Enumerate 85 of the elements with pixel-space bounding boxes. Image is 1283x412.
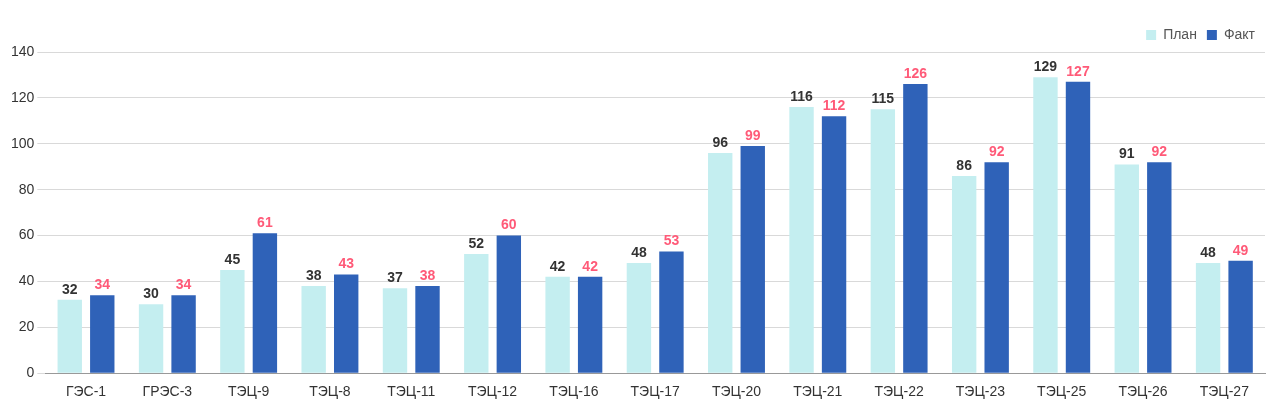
x-tick-label: ТЭЦ-22: [874, 383, 924, 400]
bar: [659, 251, 684, 373]
data-label: 112: [822, 97, 846, 114]
data-label: 32: [61, 280, 78, 297]
data-label: 115: [871, 90, 895, 107]
bar: [1147, 162, 1172, 373]
y-tick-label: 20: [18, 318, 35, 335]
data-label: 42: [582, 257, 599, 274]
y-tick-label: 0: [26, 364, 35, 381]
data-label: 49: [1232, 241, 1249, 258]
bar: [415, 286, 440, 373]
x-tick-label: ТЭЦ-12: [467, 383, 518, 400]
data-label: 38: [419, 266, 436, 283]
bar: [1114, 164, 1139, 373]
x-tick-label: ТЭЦ-11: [387, 383, 436, 400]
data-label: 126: [903, 64, 928, 81]
data-label: 61: [257, 214, 273, 231]
bar: [1033, 77, 1058, 373]
bar: [951, 175, 977, 373]
data-label: 34: [94, 276, 111, 293]
data-label: 43: [338, 255, 355, 272]
bar: [740, 146, 765, 373]
bar: [984, 162, 1009, 373]
bar: [496, 235, 522, 373]
y-tick-label: 80: [18, 180, 35, 197]
bar: [138, 304, 164, 373]
bar: [1065, 81, 1091, 373]
bar: [1228, 260, 1253, 373]
bar: [903, 84, 928, 373]
bar: [821, 116, 847, 373]
x-tick-label: ТЭЦ-16: [549, 383, 599, 400]
bar: [301, 286, 326, 373]
bar: [334, 274, 359, 373]
bar: [708, 152, 733, 373]
x-tick-label: ТЭЦ-25: [1037, 383, 1087, 400]
data-label: 96: [712, 133, 729, 150]
bar: [57, 299, 82, 373]
x-tick-label: ТЭЦ-26: [1118, 383, 1168, 400]
x-tick-label: ТЭЦ-27: [1199, 383, 1250, 400]
data-label: 91: [1118, 145, 1135, 162]
x-tick-label: ТЭЦ-23: [955, 383, 1006, 400]
x-tick-label: ГРЭС-3: [142, 383, 193, 400]
data-label: 34: [175, 276, 192, 293]
legend-label: Факт: [1223, 25, 1256, 42]
bar: [870, 109, 896, 373]
data-label: 53: [663, 232, 680, 249]
data-label: 30: [143, 285, 160, 302]
bar: [1195, 263, 1221, 373]
bar: [464, 253, 489, 373]
y-tick-label: 140: [11, 42, 35, 59]
x-tick-label: ТЭЦ-9: [227, 383, 270, 400]
bar: [577, 276, 603, 373]
data-label: 86: [956, 156, 973, 173]
x-tick-label: ГЭС-1: [65, 383, 107, 400]
y-tick-label: 100: [11, 134, 35, 151]
bar: [789, 107, 814, 373]
data-label: 99: [744, 126, 761, 143]
x-tick-label: ТЭЦ-21: [793, 383, 843, 400]
y-tick-label: 60: [18, 226, 35, 243]
data-label: 37: [387, 269, 403, 286]
bar: [220, 269, 245, 373]
data-label: 48: [1200, 243, 1217, 260]
legend-label: План: [1163, 25, 1197, 42]
data-label: 92: [988, 142, 1005, 159]
data-label: 38: [305, 266, 322, 283]
bar: [252, 233, 278, 373]
data-label: 127: [1066, 62, 1090, 79]
y-tick-label: 40: [18, 272, 35, 289]
bar: [90, 295, 115, 373]
data-label: 92: [1151, 142, 1168, 159]
x-tick-label: ТЭЦ-20: [711, 383, 762, 400]
data-label: 48: [631, 243, 647, 260]
data-label: 116: [790, 87, 814, 104]
data-label: 60: [501, 216, 517, 233]
bar: [626, 263, 652, 373]
data-label: 52: [468, 234, 485, 251]
y-tick-label: 120: [11, 88, 35, 105]
bar: [382, 288, 408, 373]
data-label: 45: [224, 250, 241, 267]
bar: [545, 276, 570, 373]
x-tick-label: ТЭЦ-17: [630, 383, 680, 400]
x-tick-label: ТЭЦ-8: [309, 383, 351, 400]
data-label: 129: [1033, 58, 1058, 75]
bar: [171, 295, 196, 373]
data-label: 42: [549, 257, 566, 274]
